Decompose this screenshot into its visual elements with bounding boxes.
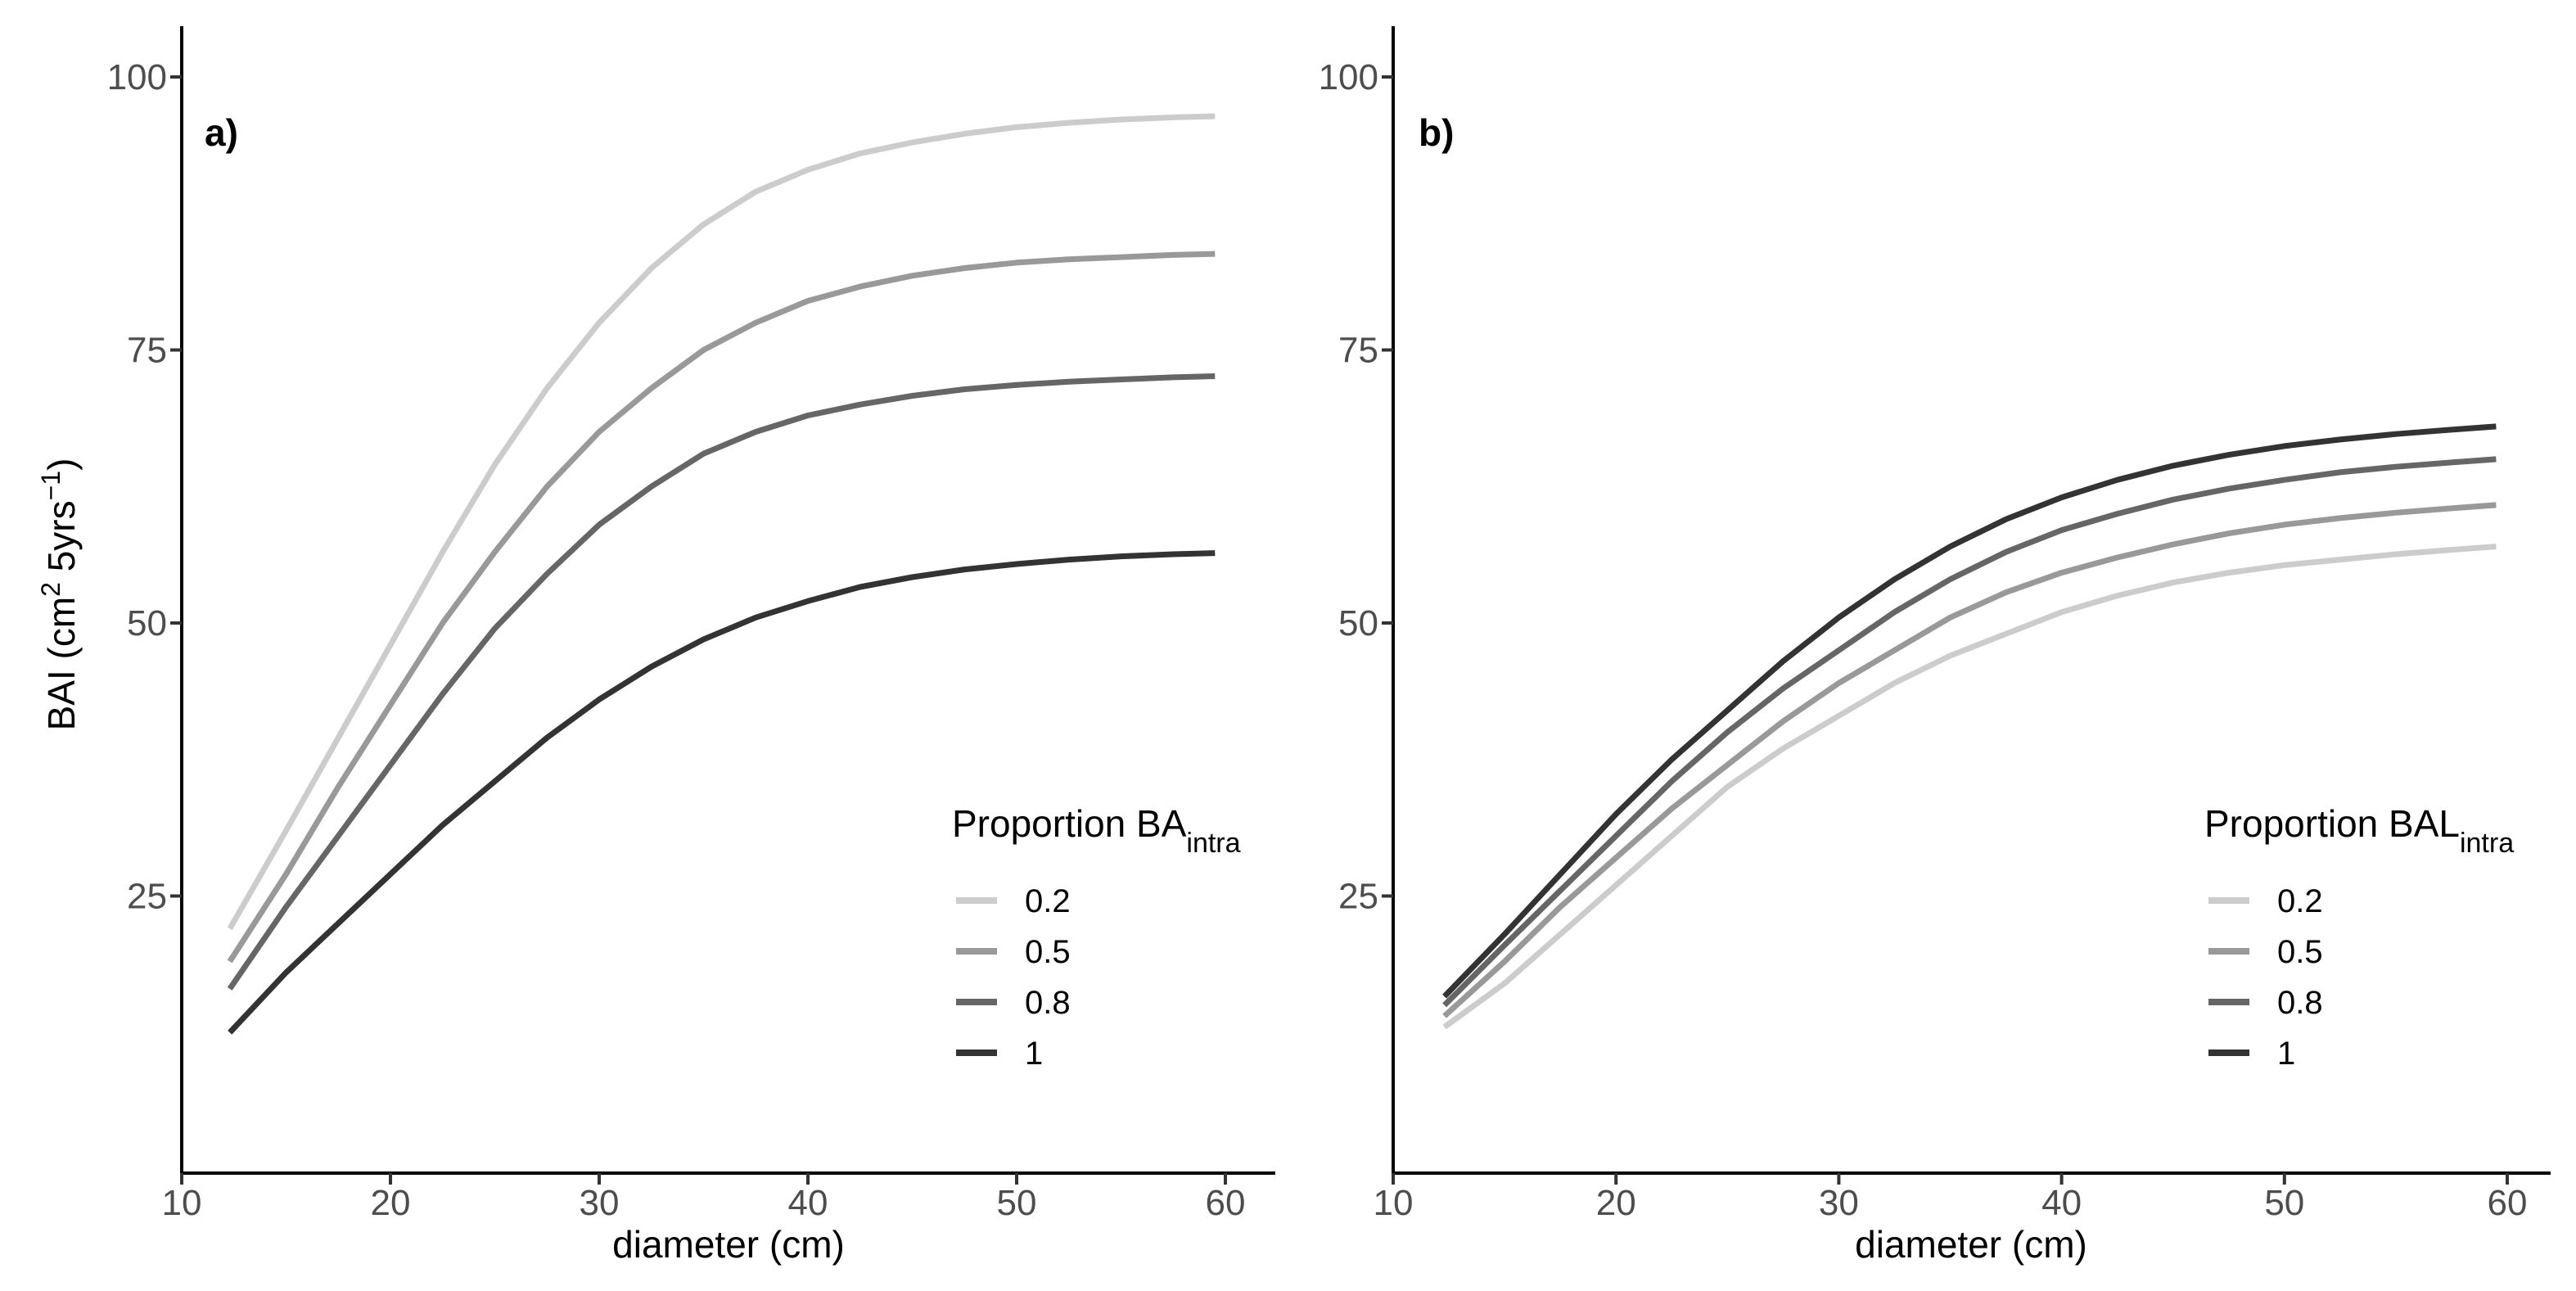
legend-label-0.8: 0.8 — [1025, 985, 1071, 1021]
legend-label-0.2: 0.2 — [1025, 883, 1071, 919]
legend-label-1: 1 — [2277, 1036, 2295, 1072]
x-tick-label: 40 — [2041, 1183, 2082, 1223]
y-tick-label: 100 — [107, 57, 167, 97]
x-tick-label: 40 — [788, 1183, 828, 1223]
x-tick-label: 10 — [162, 1183, 202, 1223]
x-tick-label: 60 — [1206, 1183, 1246, 1223]
panel-b-x-axis-title: diameter (cm) — [1855, 1223, 2087, 1266]
panel-a-y-ticks: 25 50 75 100 — [107, 57, 182, 917]
y-tick-label: 100 — [1319, 57, 1378, 97]
x-tick-label: 50 — [2264, 1183, 2304, 1223]
y-tick-label: 25 — [127, 877, 167, 917]
series-line-1 — [1442, 423, 2497, 999]
panel-b-legend-items: 0.2 0.5 0.8 1 — [2208, 883, 2323, 1072]
legend-label-0.5: 0.5 — [1025, 934, 1071, 970]
panel-b-legend: Proportion BALintra 0.2 0.5 0.8 1 — [2204, 802, 2514, 1072]
panel-a-x-ticks: 10 20 30 40 50 60 — [162, 1173, 1246, 1223]
series-line-0.2 — [227, 113, 1216, 931]
series-line-0.8 — [227, 373, 1216, 991]
y-tick-label: 25 — [1338, 877, 1378, 917]
panel-a-x-axis-title: diameter (cm) — [612, 1223, 845, 1266]
series-line-1 — [228, 550, 1216, 1035]
y-tick-label: 75 — [1338, 331, 1378, 371]
panel-a-legend-items: 0.2 0.5 0.8 1 — [956, 883, 1071, 1072]
legend-title-main: Proportion BA — [952, 802, 1187, 845]
legend-label-1: 1 — [1025, 1036, 1043, 1072]
legend-label-0.8: 0.8 — [2277, 985, 2323, 1021]
x-tick-label: 50 — [997, 1183, 1037, 1223]
y-tick-label: 50 — [127, 603, 167, 643]
legend-title-sub: intra — [2460, 828, 2514, 859]
panel-a-series — [227, 113, 1216, 1035]
panel-a-legend: Proportion BAintra 0.2 0.5 0.8 1 — [952, 802, 1241, 1072]
y-title-part1: BAI (cm — [40, 597, 83, 731]
panel-b-x-ticks: 10 20 30 40 50 60 — [1374, 1173, 2528, 1223]
panel-b-y-ticks: 25 50 75 100 — [1319, 57, 1393, 917]
panel-a-legend-title: Proportion BAintra — [952, 802, 1241, 859]
x-tick-label: 20 — [1596, 1183, 1636, 1223]
legend-label-0.2: 0.2 — [2277, 883, 2323, 919]
series-line-0.2 — [1442, 544, 2497, 1030]
legend-title-sub: intra — [1186, 828, 1240, 859]
y-tick-label: 75 — [127, 331, 167, 371]
series-line-0.5 — [227, 251, 1216, 964]
panel-a-y-axis-title: BAI (cm2 5yrs−1) — [36, 458, 83, 731]
series-line-0.8 — [1442, 456, 2497, 1008]
panel-a-label: a) — [205, 111, 238, 154]
y-tick-label: 50 — [1338, 603, 1378, 643]
x-tick-label: 10 — [1374, 1183, 1414, 1223]
x-tick-label: 30 — [1819, 1183, 1859, 1223]
x-tick-label: 20 — [371, 1183, 411, 1223]
y-title-sup2: −1 — [36, 471, 65, 500]
y-title-part2: 5yrs — [40, 500, 83, 582]
y-title-part3: ) — [40, 458, 83, 471]
y-title-sup1: 2 — [36, 582, 65, 597]
panel-b-series — [1442, 423, 2497, 1030]
legend-label-0.5: 0.5 — [2277, 934, 2323, 970]
panel-b-label: b) — [1419, 111, 1454, 154]
x-tick-label: 30 — [580, 1183, 620, 1223]
panel-b-legend-title: Proportion BALintra — [2204, 802, 2514, 859]
x-tick-label: 60 — [2488, 1183, 2528, 1223]
series-line-0.5 — [1442, 502, 2497, 1018]
legend-title-main: Proportion BAL — [2204, 802, 2460, 845]
